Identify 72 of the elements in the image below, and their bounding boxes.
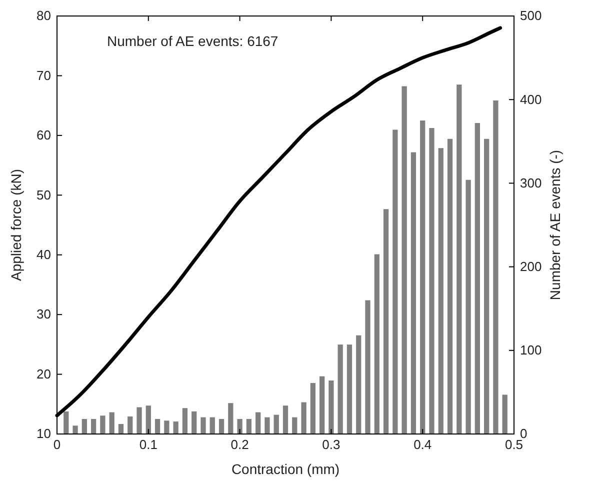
x-tick-label: 0 bbox=[53, 437, 61, 452]
bar bbox=[474, 123, 480, 434]
bar bbox=[246, 418, 252, 434]
y2-tick-label: 200 bbox=[520, 258, 542, 274]
bar bbox=[365, 300, 370, 434]
bar bbox=[338, 344, 343, 434]
x-tick-label: 0.2 bbox=[230, 437, 249, 452]
bar bbox=[200, 417, 206, 434]
bar bbox=[420, 120, 426, 434]
bar bbox=[218, 418, 224, 434]
bar bbox=[256, 412, 261, 434]
bar bbox=[493, 100, 498, 434]
bar bbox=[346, 344, 352, 434]
bar bbox=[438, 148, 444, 434]
bar bbox=[310, 383, 316, 434]
y-tick-label: 10 bbox=[36, 426, 51, 442]
x-tick-label: 0.3 bbox=[322, 437, 340, 452]
bar bbox=[466, 180, 471, 434]
line-series bbox=[55, 26, 502, 418]
bar bbox=[173, 421, 178, 434]
bar bbox=[72, 426, 78, 434]
bar bbox=[328, 380, 334, 434]
bar bbox=[128, 416, 133, 434]
bar bbox=[484, 138, 490, 434]
bar bbox=[264, 417, 270, 434]
bar bbox=[292, 417, 298, 434]
y-tick-label: 80 bbox=[36, 8, 51, 24]
bar bbox=[319, 376, 325, 434]
bar bbox=[402, 86, 407, 434]
bar bbox=[374, 254, 380, 434]
y2-tick-label: 400 bbox=[520, 92, 542, 107]
y-tick-label: 40 bbox=[36, 247, 51, 262]
y2-tick-label: 500 bbox=[520, 8, 542, 24]
bar bbox=[410, 152, 416, 434]
bar bbox=[228, 403, 234, 434]
y-tick-label: 60 bbox=[36, 128, 51, 143]
bar bbox=[282, 406, 288, 434]
bar bbox=[447, 138, 453, 434]
y-tick-label: 20 bbox=[36, 366, 51, 382]
y2-tick-label: 300 bbox=[520, 175, 542, 190]
bar bbox=[82, 418, 87, 434]
bar bbox=[182, 408, 188, 434]
bar bbox=[118, 424, 124, 434]
bar bbox=[109, 412, 114, 434]
bar bbox=[90, 418, 96, 434]
y-axis-title: Applied force (kN) bbox=[8, 168, 24, 282]
bar bbox=[146, 406, 151, 434]
y-tick-label: 30 bbox=[36, 306, 51, 322]
y2-axis-title: Number of AE events (-) bbox=[547, 150, 563, 300]
bar bbox=[237, 418, 242, 434]
bar bbox=[64, 411, 69, 434]
bar bbox=[456, 84, 462, 434]
bar bbox=[164, 420, 170, 434]
bar bbox=[301, 402, 306, 434]
bar bbox=[356, 335, 362, 434]
bar bbox=[192, 411, 197, 434]
y-tick-label: 70 bbox=[36, 68, 51, 83]
bar bbox=[136, 407, 142, 434]
annotation: Number of AE events: 6167 bbox=[107, 33, 278, 49]
bar bbox=[502, 394, 508, 434]
bar bbox=[210, 417, 215, 434]
x-axis-title: Contraction (mm) bbox=[231, 461, 340, 477]
bar bbox=[429, 128, 434, 434]
bar bbox=[383, 209, 389, 434]
bar bbox=[274, 414, 279, 434]
y2-tick-label: 100 bbox=[520, 342, 542, 358]
x-tick-label: 0.1 bbox=[139, 437, 158, 452]
bar bbox=[154, 418, 160, 434]
x-tick-label: 0.4 bbox=[414, 437, 432, 452]
y-tick-label: 50 bbox=[36, 187, 51, 202]
bar bbox=[392, 130, 398, 434]
bar bbox=[100, 416, 106, 434]
